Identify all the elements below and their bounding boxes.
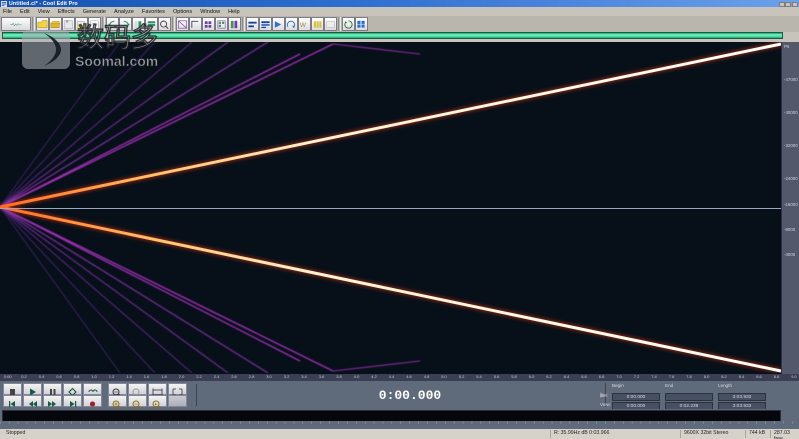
svg-text:W: W xyxy=(300,22,307,29)
